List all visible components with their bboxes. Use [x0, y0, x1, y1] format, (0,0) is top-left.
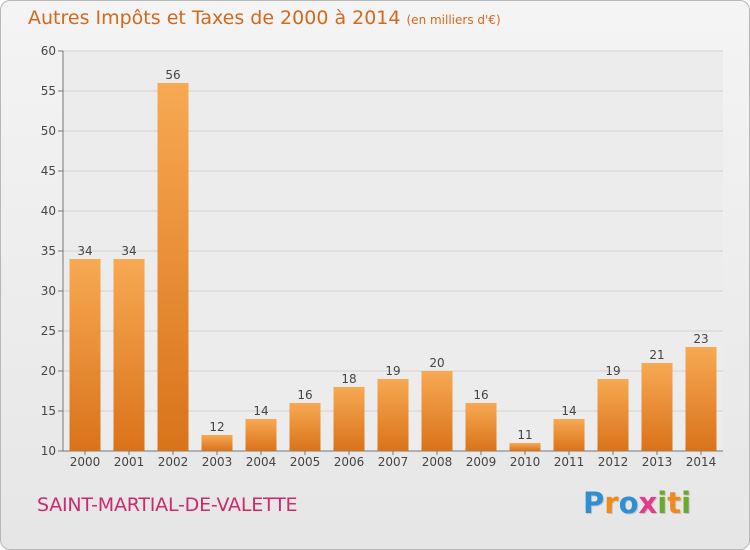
y-tick-label: 40: [41, 204, 56, 218]
bar-2010: [509, 443, 541, 451]
y-tick-label: 15: [41, 404, 56, 418]
data-label-2005: 16: [297, 388, 312, 402]
y-tick-label: 30: [41, 284, 56, 298]
x-tick-label-2005: 2005: [290, 455, 321, 469]
logo-letter: i: [681, 486, 692, 520]
data-label-2009: 16: [473, 388, 488, 402]
proxiti-logo: Proxiti: [583, 486, 691, 520]
x-tick-label-2002: 2002: [158, 455, 189, 469]
logo-letter: P: [583, 486, 605, 520]
chart-title-text: Autres Impôts et Taxes de 2000 à 2014: [28, 7, 401, 29]
bar-2009: [465, 403, 497, 451]
bar-2007: [377, 379, 409, 451]
data-label-2003: 12: [209, 420, 224, 434]
x-tick-label-2001: 2001: [114, 455, 145, 469]
data-label-2012: 19: [605, 364, 620, 378]
chart-subtitle: (en milliers d'€): [406, 13, 501, 27]
logo-letter: i: [657, 486, 668, 520]
commune-name: SAINT-MARTIAL-DE-VALETTE: [37, 494, 298, 516]
data-label-2010: 11: [517, 428, 532, 442]
data-label-2011: 14: [561, 404, 576, 418]
data-label-2008: 20: [429, 356, 444, 370]
x-tick-label-2013: 2013: [642, 455, 673, 469]
y-tick-label: 20: [41, 364, 56, 378]
logo-letter: t: [667, 486, 682, 520]
bar-2000: [69, 259, 101, 451]
bar-2005: [289, 403, 321, 451]
data-label-2001: 34: [121, 244, 136, 258]
bar-2011: [553, 419, 585, 451]
bar-2003: [201, 435, 233, 451]
data-label-2013: 21: [649, 348, 664, 362]
logo-letter: o: [618, 486, 639, 520]
y-tick-label: 25: [41, 324, 56, 338]
x-tick-label-2011: 2011: [554, 455, 585, 469]
data-label-2004: 14: [253, 404, 268, 418]
x-tick-label-2000: 2000: [70, 455, 101, 469]
bar-2004: [245, 419, 277, 451]
bar-2006: [333, 387, 365, 451]
x-tick-label-2006: 2006: [334, 455, 365, 469]
data-label-2006: 18: [341, 372, 356, 386]
y-tick-label: 60: [41, 44, 56, 58]
x-tick-label-2008: 2008: [422, 455, 453, 469]
x-tick-label-2007: 2007: [378, 455, 409, 469]
bar-2013: [641, 363, 673, 451]
bar-2014: [685, 347, 717, 451]
y-tick-label: 50: [41, 124, 56, 138]
chart-title: Autres Impôts et Taxes de 2000 à 2014 (en…: [28, 7, 501, 29]
data-label-2014: 23: [693, 332, 708, 346]
data-label-2000: 34: [77, 244, 92, 258]
x-tick-label-2012: 2012: [598, 455, 629, 469]
x-tick-label-2014: 2014: [686, 455, 717, 469]
logo-letter: r: [604, 486, 619, 520]
x-tick-label-2004: 2004: [246, 455, 277, 469]
logo-letter: x: [638, 486, 658, 520]
x-tick-label-2003: 2003: [202, 455, 233, 469]
y-tick-label: 10: [41, 444, 56, 458]
data-label-2002: 56: [165, 68, 180, 82]
x-tick-label-2009: 2009: [466, 455, 497, 469]
bar-2001: [113, 259, 145, 451]
bar-2002: [157, 83, 189, 451]
y-tick-label: 45: [41, 164, 56, 178]
y-tick-label: 35: [41, 244, 56, 258]
data-label-2007: 19: [385, 364, 400, 378]
x-tick-label-2010: 2010: [510, 455, 541, 469]
y-tick-label: 55: [41, 84, 56, 98]
bar-2008: [421, 371, 453, 451]
bar-2012: [597, 379, 629, 451]
